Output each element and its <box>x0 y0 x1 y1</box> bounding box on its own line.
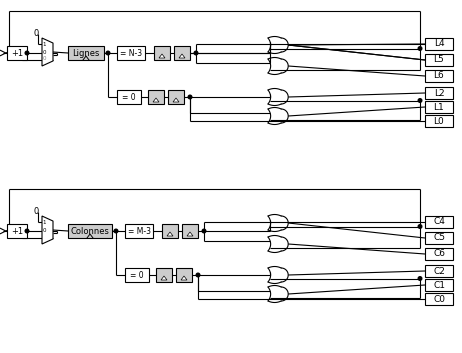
Bar <box>425 216 453 228</box>
Bar <box>7 224 27 238</box>
Bar <box>425 232 453 244</box>
Bar <box>425 70 453 82</box>
Text: 0: 0 <box>33 30 39 38</box>
Polygon shape <box>42 216 53 244</box>
Circle shape <box>202 229 206 233</box>
Bar <box>425 38 453 50</box>
Text: L5: L5 <box>434 55 444 65</box>
Bar <box>176 268 192 282</box>
Text: +1: +1 <box>11 48 23 58</box>
Circle shape <box>194 51 198 55</box>
Text: L4: L4 <box>434 40 444 48</box>
Text: = 0: = 0 <box>130 270 144 280</box>
Bar <box>425 101 453 113</box>
Bar <box>117 90 141 104</box>
Bar <box>425 54 453 66</box>
Text: 0: 0 <box>43 49 46 54</box>
Polygon shape <box>173 98 179 102</box>
Text: C4: C4 <box>433 217 445 227</box>
Circle shape <box>106 51 110 55</box>
Bar <box>7 46 27 60</box>
Circle shape <box>418 277 422 280</box>
Polygon shape <box>179 54 185 58</box>
Bar <box>68 224 112 238</box>
Polygon shape <box>42 38 53 66</box>
Text: +1: +1 <box>11 227 23 235</box>
Bar <box>125 268 149 282</box>
Text: L1: L1 <box>434 102 444 112</box>
Bar <box>168 90 184 104</box>
Text: 1: 1 <box>43 220 46 225</box>
Polygon shape <box>153 98 159 102</box>
Text: = M-3: = M-3 <box>128 227 151 235</box>
Text: L6: L6 <box>434 72 444 80</box>
Bar <box>174 46 190 60</box>
Text: C2: C2 <box>433 267 445 275</box>
Bar <box>156 268 172 282</box>
Text: = 0: = 0 <box>122 92 136 102</box>
Bar <box>182 224 198 238</box>
Circle shape <box>25 229 29 233</box>
Text: = N-3: = N-3 <box>120 48 142 58</box>
Circle shape <box>418 47 422 50</box>
Bar <box>162 224 178 238</box>
Text: 1: 1 <box>43 42 46 47</box>
Polygon shape <box>181 276 187 280</box>
Bar <box>148 90 164 104</box>
Text: C0: C0 <box>433 294 445 304</box>
Bar <box>425 279 453 291</box>
Circle shape <box>188 95 192 99</box>
Text: C1: C1 <box>433 281 445 289</box>
Text: 0: 0 <box>43 56 46 61</box>
Text: C6: C6 <box>433 250 445 258</box>
Bar <box>425 265 453 277</box>
Bar <box>425 293 453 305</box>
Polygon shape <box>159 54 165 58</box>
Text: Colonnes: Colonnes <box>71 227 109 235</box>
Bar <box>125 224 153 238</box>
Bar <box>425 87 453 99</box>
Polygon shape <box>167 232 173 236</box>
Text: Lignes: Lignes <box>73 48 100 58</box>
Bar <box>154 46 170 60</box>
Polygon shape <box>161 276 167 280</box>
Circle shape <box>25 51 29 55</box>
Circle shape <box>418 225 422 228</box>
Text: L0: L0 <box>434 116 444 126</box>
Text: 0: 0 <box>43 227 46 233</box>
Text: 0: 0 <box>33 208 39 216</box>
Polygon shape <box>187 232 193 236</box>
Circle shape <box>114 229 118 233</box>
Text: C5: C5 <box>433 233 445 243</box>
Bar <box>425 248 453 260</box>
Text: L2: L2 <box>434 89 444 97</box>
Bar <box>117 46 145 60</box>
Bar <box>68 46 104 60</box>
Circle shape <box>196 273 200 277</box>
Bar <box>425 115 453 127</box>
Circle shape <box>418 99 422 102</box>
